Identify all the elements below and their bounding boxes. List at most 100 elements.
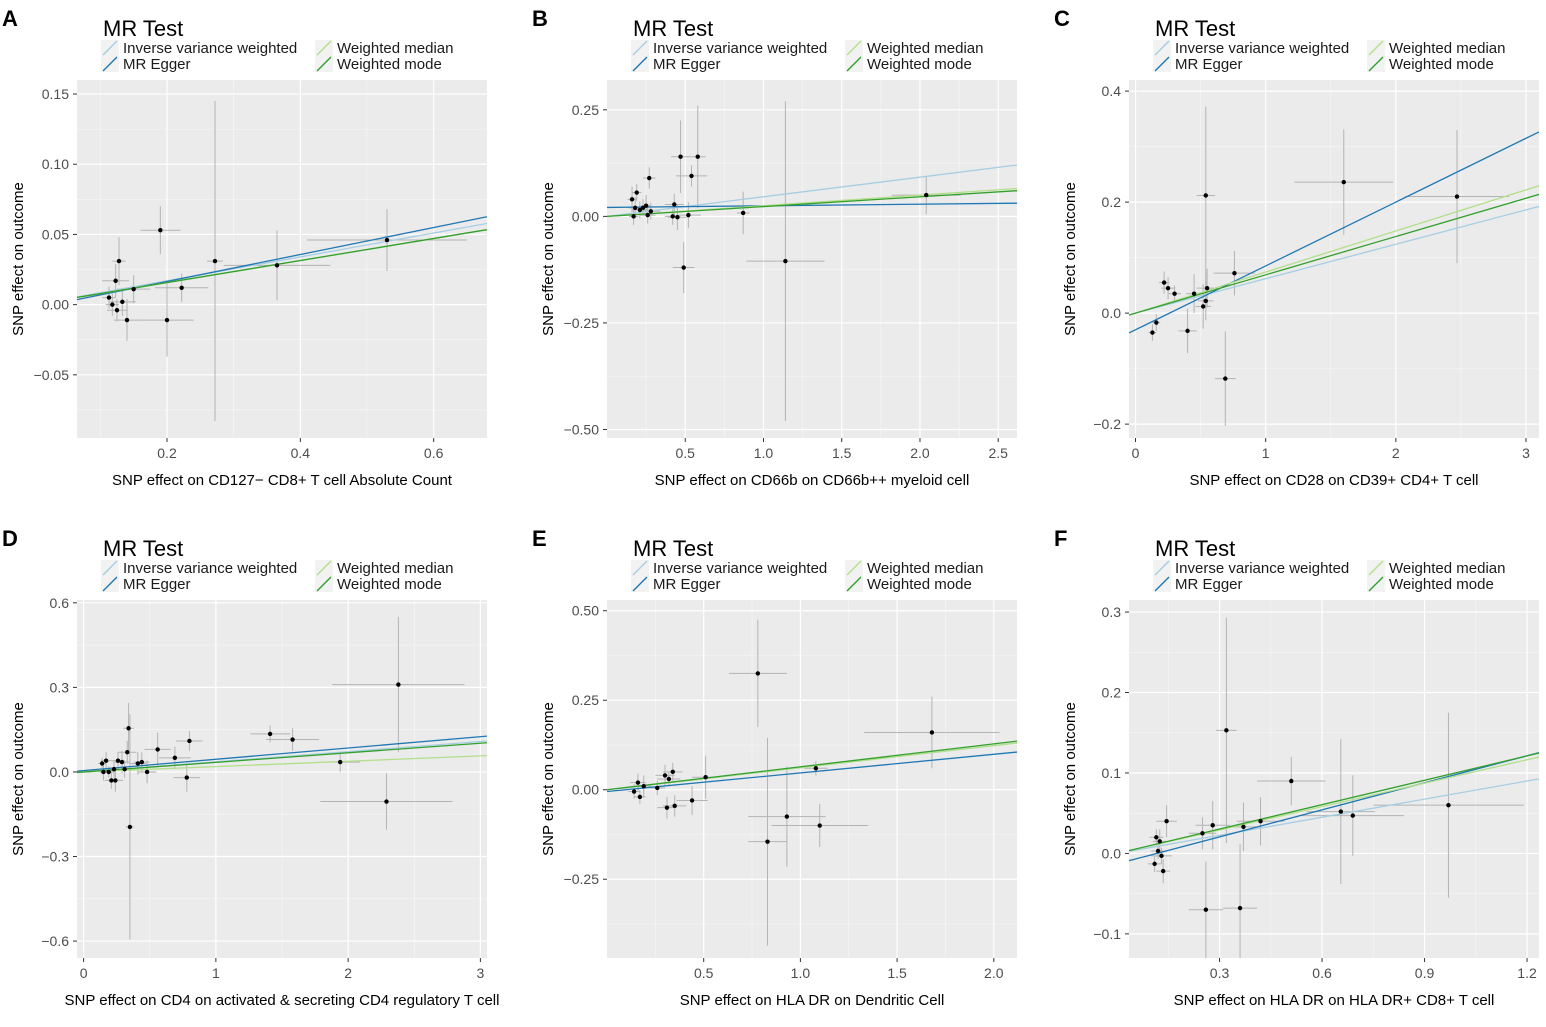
data-point bbox=[101, 769, 106, 775]
y-axis-label: SNP effect on outcome bbox=[540, 182, 557, 336]
x-tick-label: 2 bbox=[344, 965, 352, 981]
regression-line bbox=[607, 190, 1017, 218]
legend-key-line bbox=[102, 40, 118, 56]
legend-item: Weighted median bbox=[1367, 560, 1505, 577]
data-point bbox=[1157, 839, 1162, 844]
x-tick-label: 1 bbox=[212, 965, 220, 981]
x-tick-label: 0.9 bbox=[1415, 965, 1435, 981]
data-point bbox=[1204, 285, 1210, 291]
legend-label: MR Egger bbox=[1175, 56, 1243, 73]
x-tick-label: 1.5 bbox=[887, 965, 907, 981]
data-point bbox=[99, 761, 105, 766]
y-axis-label: SNP effect on outcome bbox=[10, 702, 27, 856]
data-point bbox=[686, 212, 691, 218]
y-tick-label: 0.2 bbox=[1102, 194, 1122, 210]
data-point bbox=[1232, 270, 1237, 276]
data-point bbox=[681, 265, 686, 270]
panel-letter: D bbox=[2, 526, 18, 551]
data-point bbox=[106, 295, 112, 300]
data-point bbox=[631, 214, 636, 219]
data-point bbox=[655, 785, 660, 791]
legend-key-line bbox=[1154, 40, 1170, 56]
regression-line bbox=[77, 754, 487, 773]
y-tick-label: 0.25 bbox=[572, 692, 599, 708]
data-point bbox=[1191, 291, 1197, 296]
legend-item: Weighted mode bbox=[1367, 576, 1494, 593]
legend-key-line bbox=[102, 576, 118, 592]
x-tick-label: 0.6 bbox=[1312, 965, 1332, 981]
plot-content bbox=[607, 619, 1017, 946]
data-point bbox=[384, 799, 389, 804]
data-point bbox=[670, 214, 675, 219]
legend-label: Weighted median bbox=[1389, 560, 1505, 577]
y-tick-label: 0.0 bbox=[1102, 845, 1122, 861]
legend-label: MR Egger bbox=[123, 56, 191, 73]
data-point bbox=[648, 209, 654, 214]
data-point bbox=[689, 173, 694, 179]
legend-label: Weighted median bbox=[337, 560, 453, 577]
legend-key-line bbox=[102, 560, 118, 576]
regression-line bbox=[1129, 752, 1539, 852]
legend-key-line bbox=[632, 560, 648, 576]
data-point bbox=[755, 671, 761, 676]
data-point bbox=[184, 775, 189, 780]
legend-key-line bbox=[632, 576, 648, 592]
legend-item: Inverse variance weighted bbox=[1153, 40, 1349, 57]
regression-line bbox=[1129, 205, 1539, 316]
data-point bbox=[637, 207, 643, 213]
data-point bbox=[124, 317, 130, 323]
regression-line bbox=[1129, 778, 1539, 852]
data-point bbox=[1159, 853, 1164, 859]
data-point bbox=[645, 212, 650, 218]
data-point bbox=[290, 737, 295, 742]
data-point bbox=[1258, 819, 1263, 824]
data-point bbox=[1160, 868, 1166, 874]
regression-line bbox=[1129, 185, 1539, 316]
data-point bbox=[135, 761, 141, 766]
data-point bbox=[131, 286, 136, 292]
data-point bbox=[672, 803, 677, 809]
legend-label: Weighted mode bbox=[1389, 576, 1494, 593]
data-point bbox=[120, 299, 125, 305]
legend-item: Weighted mode bbox=[845, 576, 972, 593]
data-point bbox=[274, 263, 280, 268]
x-tick-label: 3 bbox=[476, 965, 484, 981]
data-point bbox=[212, 258, 218, 264]
legend-key-line bbox=[102, 56, 118, 72]
data-point bbox=[144, 769, 150, 775]
data-point bbox=[1210, 823, 1215, 828]
legend-label: Inverse variance weighted bbox=[123, 560, 297, 577]
data-point bbox=[1237, 905, 1243, 911]
legend-label: Weighted median bbox=[867, 560, 983, 577]
data-point bbox=[662, 773, 668, 778]
data-point bbox=[670, 769, 675, 775]
x-tick-label: 1.2 bbox=[1517, 965, 1537, 981]
x-tick-label: 0.4 bbox=[291, 445, 311, 461]
legend-item: Inverse variance weighted bbox=[631, 40, 827, 57]
legend-label: Weighted median bbox=[337, 40, 453, 57]
data-point bbox=[1223, 376, 1228, 381]
y-tick-label: 0.6 bbox=[50, 595, 70, 611]
x-axis-label: SNP effect on HLA DR on HLA DR+ CD8+ T c… bbox=[1174, 992, 1495, 1009]
data-point bbox=[1172, 291, 1177, 296]
regression-line bbox=[607, 164, 1017, 218]
data-point bbox=[635, 780, 641, 785]
y-tick-label: 0.50 bbox=[572, 603, 599, 619]
legend-label: MR Egger bbox=[1175, 576, 1243, 593]
regression-line bbox=[77, 735, 487, 772]
legend-key-line bbox=[1154, 560, 1170, 576]
x-tick-label: 3 bbox=[1522, 445, 1530, 461]
y-tick-label: 0.2 bbox=[1102, 685, 1122, 701]
data-point bbox=[1446, 802, 1451, 808]
data-point bbox=[125, 750, 130, 755]
legend-key-line bbox=[846, 576, 862, 592]
data-point bbox=[664, 805, 670, 810]
plot-background bbox=[1129, 600, 1539, 958]
legend-item: Inverse variance weighted bbox=[1153, 560, 1349, 577]
regression-line bbox=[1129, 131, 1539, 334]
data-point bbox=[384, 237, 390, 243]
x-tick-label: 0.6 bbox=[424, 445, 444, 461]
legend-key-line bbox=[1368, 560, 1384, 576]
data-point bbox=[631, 789, 637, 794]
